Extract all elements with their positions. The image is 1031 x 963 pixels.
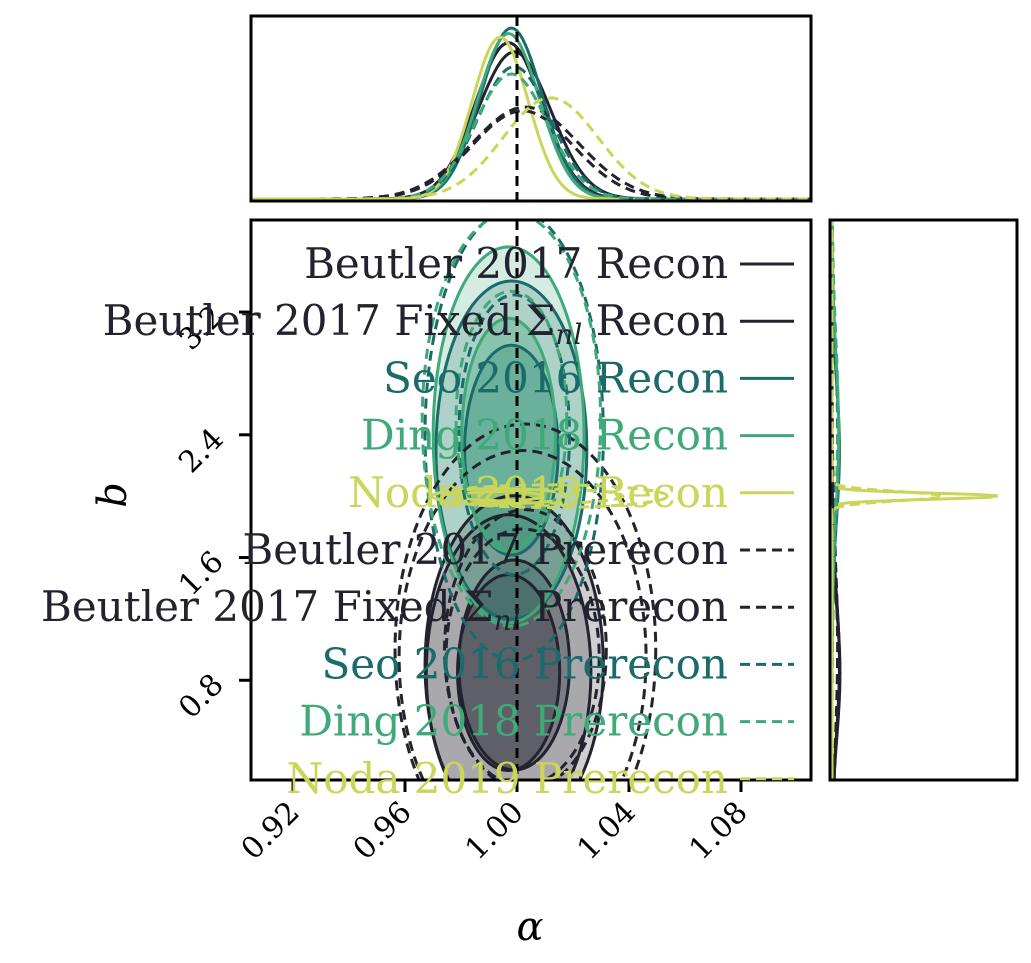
x-tick-label: 1.04 [571,795,643,867]
beutler-2017-fixed-sigma-nl-recon-contour-fill-68 [457,574,560,771]
top-marginal-curves [251,26,811,201]
main-panel-contour-lines [393,220,669,780]
legend-label: Beutler 2017 Prerecon [242,525,728,574]
beutler-2017-prerecon-contour-line-95 [393,422,658,780]
top-marginal-frame [249,14,813,203]
ding-2018-prerecon-contour-line-95 [420,220,603,628]
legend-label: Seo 2016 Prerecon [322,639,729,688]
legend-label: Seo 2016 Recon [383,353,728,402]
right-marginal-curves [830,220,999,780]
x-tick-label: 0.96 [347,795,419,867]
y-axis-label: b [90,482,136,508]
legend: Beutler 2017 Recon Beutler 2017 Fixed Σnl… [41,239,794,803]
beutler-2017-recon-contour-fill-68 [458,559,570,770]
right-marginal-frame [828,218,1019,782]
legend-label: Beutler 2017 Fixed Σnl Prerecon [41,582,728,637]
x-axis-label: α [516,904,543,950]
ding-2018-prerecon-contour-line-68 [454,289,569,550]
beutler-2017-fixed-sigma-nl-recon-contour-fill-95 [426,514,591,780]
beutler-2017-prerecon-alpha-marginal [251,105,811,201]
beutler-2017-prerecon-contour-line-68 [443,508,608,780]
y-tick-label: 2.4 [172,422,230,480]
noda-2019-prerecon-contour-line-68 [476,487,625,505]
seo-2016-prerecon-contour-line-95 [423,220,605,662]
ding-2018-prerecon-b-marginal [830,220,840,780]
noda-2019-prerecon-b-marginal [830,220,948,780]
legend-label: Ding 2018 Prerecon [299,697,728,746]
beutler-2017-fixed-sigma-nl-prerecon-alpha-marginal [251,109,811,201]
main-panel-frame [249,218,813,782]
ding-2018-recon-contour-line-68 [460,316,557,553]
legend-label: Noda 2019 Prerecon [286,754,728,803]
ding-2018-recon-contour-fill-95 [433,246,585,623]
y-tick-label: 0.8 [172,667,230,725]
beutler-2017-fixed-sigma-nl-prerecon-contour-line-95 [397,449,648,780]
legend-label: Noda 2019 Recon [348,468,728,517]
legend-label: Beutler 2017 Recon [304,239,728,288]
noda-2019-recon-contour-line-95 [430,487,571,506]
beutler-2017-fixed-sigma-nl-prerecon-contour-line-68 [444,527,601,780]
noda-2019-prerecon-contour-line-95 [432,483,669,509]
x-tick-label: 1.00 [459,795,531,867]
y-axis-ticks: 0.81.62.43.2 [172,299,251,726]
seo-2016-prerecon-alpha-marginal [251,65,811,201]
seo-2016-prerecon-contour-line-68 [457,293,572,577]
x-tick-label: 1.08 [683,795,755,867]
ding-2018-recon-contour-line-95 [431,245,586,625]
x-tick-label: 0.92 [235,795,307,867]
legend-label: Ding 2018 Recon [361,411,728,460]
noda-2019-prerecon-alpha-marginal [251,96,811,201]
beutler-2017-fixed-sigma-nl-recon-contour-line-95 [424,513,593,780]
ding-2018-prerecon-alpha-marginal [251,72,811,201]
legend-label: Beutler 2017 Fixed Σnl Recon [103,296,728,351]
